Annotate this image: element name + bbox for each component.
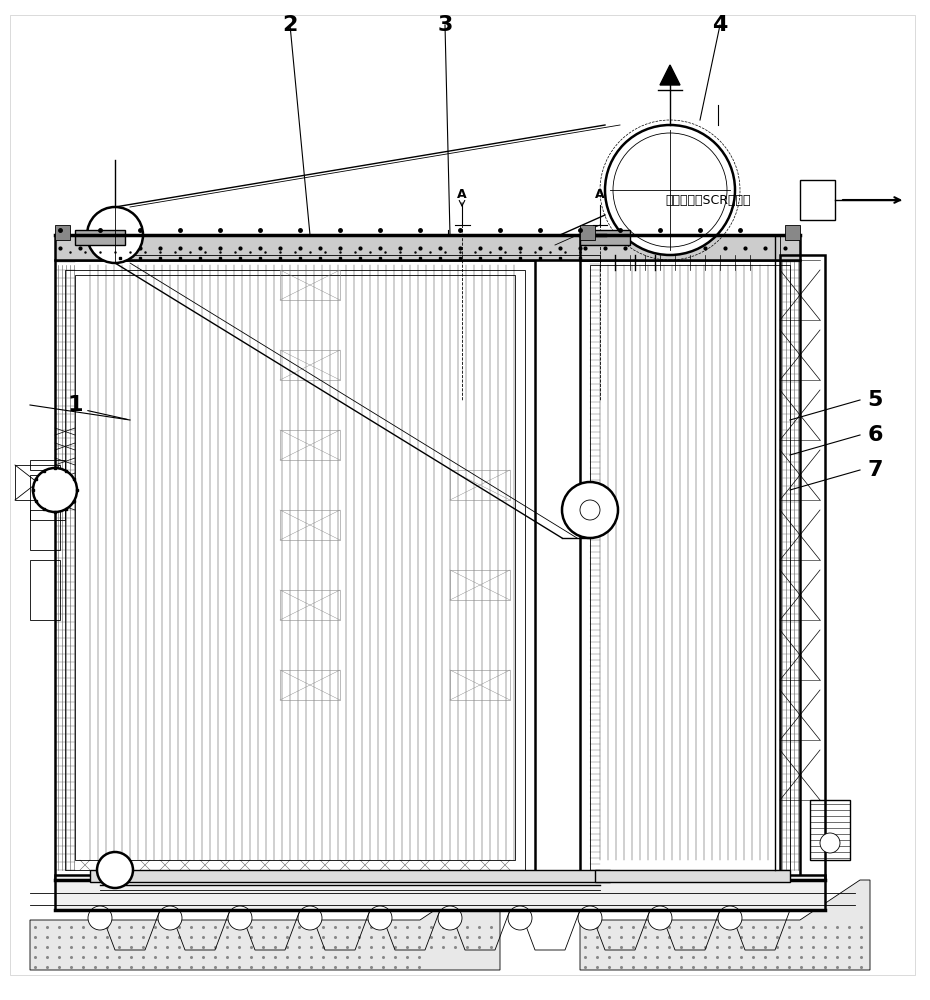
Bar — [785, 225, 800, 240]
Circle shape — [648, 906, 672, 930]
Text: 4: 4 — [712, 15, 727, 35]
Bar — [65, 270, 525, 870]
Circle shape — [97, 852, 133, 888]
Circle shape — [158, 906, 182, 930]
Bar — [55, 225, 70, 240]
Circle shape — [33, 468, 77, 512]
Bar — [780, 255, 825, 880]
Circle shape — [562, 482, 618, 538]
Polygon shape — [580, 880, 870, 970]
Text: 6: 6 — [868, 425, 883, 445]
Circle shape — [820, 833, 840, 853]
Bar — [15, 465, 60, 500]
Text: A: A — [595, 188, 604, 202]
Text: 1: 1 — [67, 395, 83, 415]
Circle shape — [508, 906, 532, 930]
Circle shape — [87, 207, 143, 263]
Bar — [30, 510, 60, 550]
Bar — [280, 270, 340, 300]
Bar — [30, 560, 60, 620]
Bar — [450, 670, 510, 700]
Circle shape — [368, 906, 392, 930]
Text: 7: 7 — [868, 460, 883, 480]
Circle shape — [298, 906, 322, 930]
Bar — [450, 470, 510, 500]
Circle shape — [88, 906, 112, 930]
Bar — [580, 230, 630, 245]
Bar — [590, 265, 790, 870]
Circle shape — [438, 906, 462, 930]
Text: 2: 2 — [283, 15, 298, 35]
Bar — [55, 260, 535, 880]
Polygon shape — [30, 880, 500, 970]
Bar — [90, 870, 610, 882]
Circle shape — [718, 906, 742, 930]
Bar — [595, 870, 790, 882]
Bar — [280, 350, 340, 380]
Bar — [280, 510, 340, 540]
Bar — [280, 590, 340, 620]
Circle shape — [578, 906, 602, 930]
Circle shape — [580, 500, 600, 520]
Bar — [55, 235, 600, 260]
Bar — [75, 275, 515, 860]
Bar — [800, 180, 835, 220]
Bar — [810, 800, 850, 860]
Circle shape — [613, 133, 727, 247]
Polygon shape — [660, 65, 680, 85]
Bar — [30, 475, 65, 520]
Circle shape — [228, 906, 252, 930]
Bar — [75, 230, 125, 245]
Text: 5: 5 — [868, 390, 883, 410]
Bar — [55, 875, 825, 910]
Bar — [580, 235, 800, 260]
Bar — [450, 570, 510, 600]
Bar — [280, 430, 340, 460]
Bar — [280, 670, 340, 700]
Bar — [580, 260, 800, 880]
Bar — [580, 225, 595, 240]
Text: 3: 3 — [437, 15, 453, 35]
Text: A: A — [458, 188, 467, 202]
Circle shape — [605, 125, 735, 255]
Text: 升温烟气去SCR反应器: 升温烟气去SCR反应器 — [665, 194, 751, 207]
